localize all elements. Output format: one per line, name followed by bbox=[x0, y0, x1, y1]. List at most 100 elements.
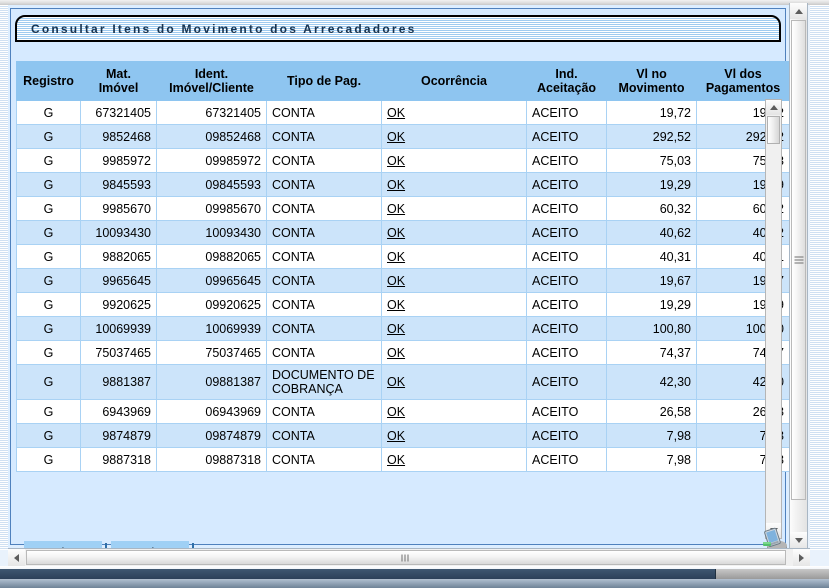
cell-tipo_pag: CONTA bbox=[266, 124, 382, 149]
window-scroll-right-button[interactable] bbox=[793, 549, 810, 566]
ocorrencia-link[interactable]: OK bbox=[387, 321, 406, 336]
ocorrencia-link[interactable]: OK bbox=[387, 375, 406, 389]
cell-registro: G bbox=[16, 292, 81, 317]
ocorrencia-link[interactable]: OK bbox=[387, 201, 406, 216]
cell-registro: G bbox=[16, 148, 81, 173]
cell-tipo_pag: CONTA bbox=[266, 447, 382, 472]
cell-ocorrencia[interactable]: OK bbox=[381, 340, 527, 365]
cell-registro: G bbox=[16, 423, 81, 448]
window-scroll-up-button[interactable] bbox=[790, 3, 807, 19]
cell-mat_imovel: 10093430 bbox=[80, 220, 157, 245]
printer-icon[interactable] bbox=[756, 527, 789, 548]
table-scrollbar-thumb[interactable] bbox=[767, 116, 780, 144]
cell-ocorrencia[interactable]: OK bbox=[381, 364, 527, 400]
cell-registro: G bbox=[16, 268, 81, 293]
column-header-registro-line1: Registro bbox=[23, 74, 74, 88]
cell-registro: G bbox=[16, 172, 81, 197]
table-body: G6732140567321405CONTAOKACEITO19,7219,72… bbox=[16, 100, 789, 472]
cell-ind_aceitacao: ACEITO bbox=[526, 292, 607, 317]
back-button-caret bbox=[105, 543, 107, 548]
cell-ocorrencia[interactable]: OK bbox=[381, 124, 527, 149]
table-header: Registro Mat. Imóvel Ident. Imóvel/Clien… bbox=[16, 61, 789, 101]
column-header-ind-aceitacao[interactable]: Ind. Aceitação bbox=[526, 61, 607, 101]
window-scroll-down-button[interactable] bbox=[790, 532, 807, 548]
ocorrencia-link[interactable]: OK bbox=[387, 404, 406, 419]
close-button-caret bbox=[192, 543, 194, 548]
window-horizontal-scrollbar[interactable] bbox=[8, 548, 810, 566]
column-header-ocorrencia[interactable]: Ocorrência bbox=[381, 61, 527, 101]
cell-registro: G bbox=[16, 447, 81, 472]
column-header-tipo-pag-line1: Tipo de Pag. bbox=[286, 74, 362, 88]
close-button[interactable]: Fechar bbox=[111, 541, 189, 548]
cell-tipo_pag: CONTA bbox=[266, 148, 382, 173]
cell-ocorrencia[interactable]: OK bbox=[381, 100, 527, 125]
cell-ocorrencia[interactable]: OK bbox=[381, 399, 527, 424]
window-scrollbar-thumb[interactable] bbox=[791, 20, 806, 500]
cell-ocorrencia[interactable]: OK bbox=[381, 220, 527, 245]
column-header-tipo-pag[interactable]: Tipo de Pag. bbox=[266, 61, 382, 101]
ocorrencia-link[interactable]: OK bbox=[387, 129, 406, 144]
cell-ocorrencia[interactable]: OK bbox=[381, 148, 527, 173]
column-header-vl-dos-pagamentos[interactable]: Vl dos Pagamentos bbox=[696, 61, 789, 101]
ocorrencia-link[interactable]: OK bbox=[387, 273, 406, 288]
cell-registro: G bbox=[16, 196, 81, 221]
ocorrencia-link[interactable]: OK bbox=[387, 105, 406, 120]
cell-tipo_pag: CONTA bbox=[266, 220, 382, 245]
table-row[interactable]: G1006993910069939CONTAOKACEITO100,80100,… bbox=[16, 316, 789, 341]
table-row[interactable]: G985246809852468CONTAOKACEITO292,52292,5… bbox=[16, 124, 789, 149]
cell-ocorrencia[interactable]: OK bbox=[381, 172, 527, 197]
ocorrencia-link[interactable]: OK bbox=[387, 225, 406, 240]
cell-ident_imovel_cliente: 09845593 bbox=[156, 172, 267, 197]
window-vertical-scrollbar[interactable] bbox=[789, 3, 808, 548]
ocorrencia-link[interactable]: OK bbox=[387, 249, 406, 264]
column-header-vlmov-line1: Vl no bbox=[636, 67, 667, 81]
table-vertical-scrollbar[interactable] bbox=[765, 99, 782, 539]
cell-tipo_pag: CONTA bbox=[266, 268, 382, 293]
cell-ocorrencia[interactable]: OK bbox=[381, 316, 527, 341]
ocorrencia-link[interactable]: OK bbox=[387, 153, 406, 168]
ocorrencia-link[interactable]: OK bbox=[387, 297, 406, 312]
column-header-registro[interactable]: Registro bbox=[16, 61, 81, 101]
cell-ocorrencia[interactable]: OK bbox=[381, 423, 527, 448]
cell-mat_imovel: 9985972 bbox=[80, 148, 157, 173]
cell-ocorrencia[interactable]: OK bbox=[381, 244, 527, 269]
cell-ocorrencia[interactable]: OK bbox=[381, 292, 527, 317]
back-button[interactable]: Voltar bbox=[24, 541, 102, 548]
cell-vl_no_movimento: 75,03 bbox=[606, 148, 697, 173]
cell-registro: G bbox=[16, 316, 81, 341]
cell-ocorrencia[interactable]: OK bbox=[381, 196, 527, 221]
cell-ident_imovel_cliente: 09985670 bbox=[156, 196, 267, 221]
scrollbar-grip-icon bbox=[401, 554, 411, 561]
cell-vl_no_movimento: 26,58 bbox=[606, 399, 697, 424]
column-header-vl-no-movimento[interactable]: Vl no Movimento bbox=[606, 61, 697, 101]
column-header-ident-imovel-cliente[interactable]: Ident. Imóvel/Cliente bbox=[156, 61, 267, 101]
ocorrencia-link[interactable]: OK bbox=[387, 452, 406, 467]
ocorrencia-link[interactable]: OK bbox=[387, 177, 406, 192]
window-status-right-cell bbox=[715, 569, 829, 579]
cell-ind_aceitacao: ACEITO bbox=[526, 399, 607, 424]
table-scroll-up-button[interactable] bbox=[766, 100, 781, 115]
ocorrencia-link[interactable]: OK bbox=[387, 428, 406, 443]
column-header-mat-imovel[interactable]: Mat. Imóvel bbox=[80, 61, 157, 101]
window-hscrollbar-thumb[interactable] bbox=[26, 550, 786, 565]
cell-tipo_pag: CONTA bbox=[266, 399, 382, 424]
window-scroll-left-button[interactable] bbox=[8, 549, 25, 566]
cell-vl_no_movimento: 19,29 bbox=[606, 172, 697, 197]
table-row[interactable]: G 9881387 09881387 DOCUMENTO DE COBRANÇA OK A… bbox=[16, 364, 789, 400]
cell-ocorrencia[interactable]: OK bbox=[381, 268, 527, 293]
ocorrencia-link[interactable]: OK bbox=[387, 345, 406, 360]
cell-ocorrencia[interactable]: OK bbox=[381, 447, 527, 472]
